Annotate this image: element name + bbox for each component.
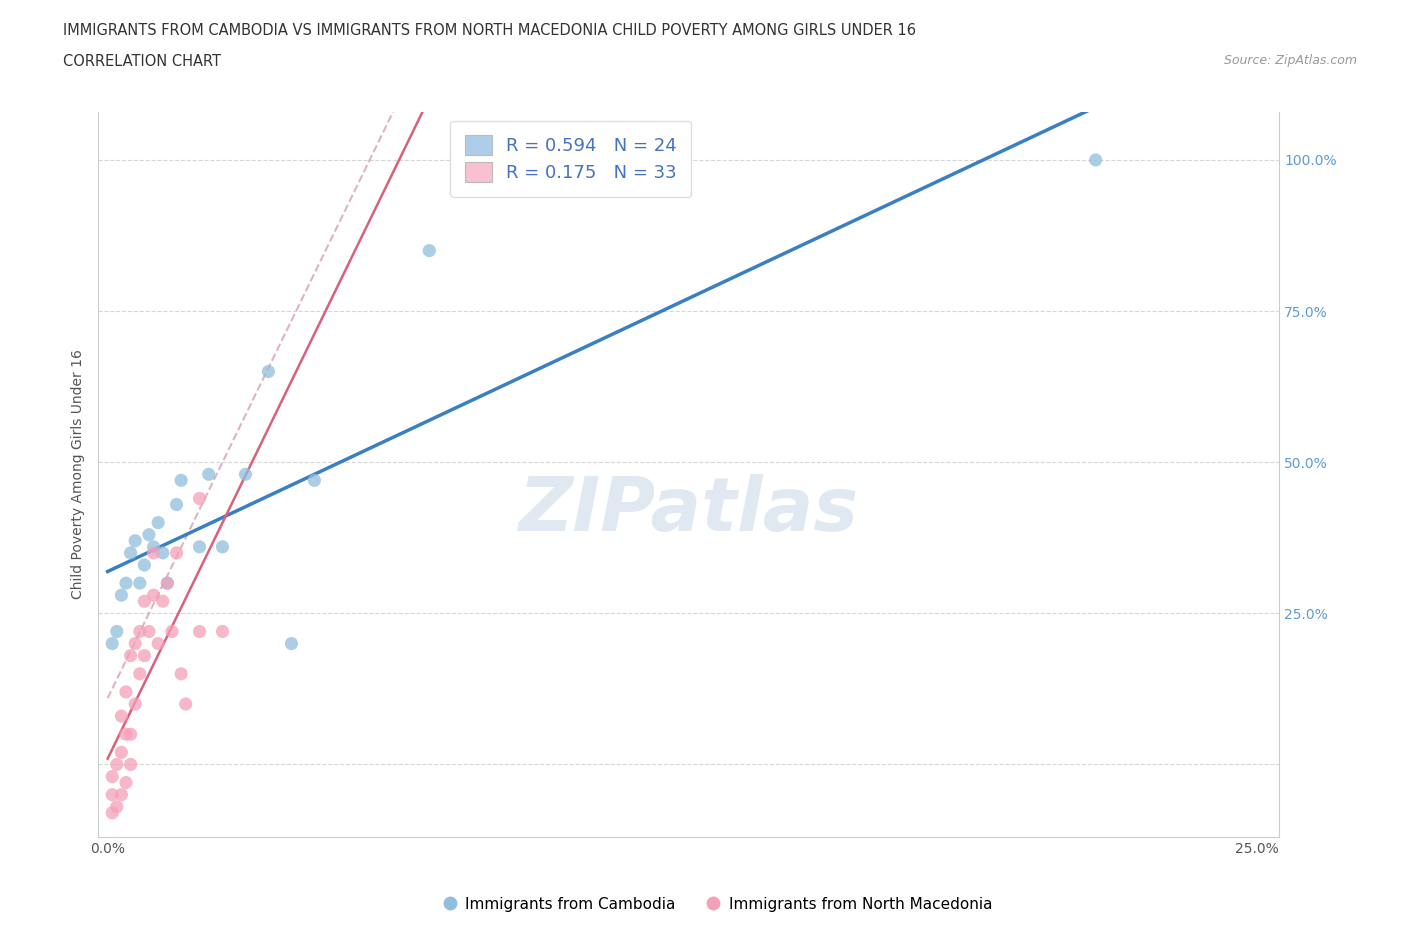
Text: CORRELATION CHART: CORRELATION CHART: [63, 54, 221, 69]
Text: IMMIGRANTS FROM CAMBODIA VS IMMIGRANTS FROM NORTH MACEDONIA CHILD POVERTY AMONG : IMMIGRANTS FROM CAMBODIA VS IMMIGRANTS F…: [63, 23, 917, 38]
Point: [101, 636, 124, 651]
Point: [110, 709, 132, 724]
Point: [146, 636, 169, 651]
Point: [128, 624, 150, 639]
Text: ZIPatlas: ZIPatlas: [519, 474, 859, 547]
Point: [170, 473, 193, 488]
Point: [138, 624, 160, 639]
Text: Source: ZipAtlas.com: Source: ZipAtlas.com: [1223, 54, 1357, 67]
Point: [134, 648, 156, 663]
Point: [156, 576, 179, 591]
Point: [101, 769, 124, 784]
Point: [120, 757, 142, 772]
Point: [134, 594, 156, 609]
Point: [152, 545, 174, 560]
Point: [105, 624, 128, 639]
Point: [156, 576, 179, 591]
Point: [1084, 153, 1107, 167]
Point: [115, 576, 138, 591]
Point: [128, 576, 150, 591]
Legend: Immigrants from Cambodia, Immigrants from North Macedonia: Immigrants from Cambodia, Immigrants fro…: [436, 891, 998, 918]
Point: [174, 697, 197, 711]
Point: [115, 727, 138, 742]
Point: [110, 745, 132, 760]
Point: [105, 757, 128, 772]
Point: [304, 473, 326, 488]
Point: [170, 666, 193, 681]
Point: [166, 498, 188, 512]
Point: [142, 539, 165, 554]
Point: [188, 491, 211, 506]
Point: [115, 776, 138, 790]
Y-axis label: Child Poverty Among Girls Under 16: Child Poverty Among Girls Under 16: [70, 350, 84, 599]
Point: [134, 558, 156, 573]
Point: [110, 588, 132, 603]
Point: [101, 805, 124, 820]
Point: [235, 467, 257, 482]
Point: [120, 648, 142, 663]
Point: [166, 545, 188, 560]
Point: [197, 467, 219, 482]
Point: [211, 624, 233, 639]
Point: [142, 588, 165, 603]
Point: [105, 799, 128, 815]
Point: [110, 787, 132, 802]
Point: [124, 636, 146, 651]
Point: [115, 684, 138, 699]
Point: [280, 636, 302, 651]
Point: [418, 244, 440, 259]
Point: [188, 539, 211, 554]
Point: [160, 624, 183, 639]
Legend: R = 0.594   N = 24, R = 0.175   N = 33: R = 0.594 N = 24, R = 0.175 N = 33: [450, 121, 692, 196]
Point: [101, 787, 124, 802]
Point: [120, 545, 142, 560]
Point: [211, 539, 233, 554]
Point: [124, 534, 146, 549]
Point: [146, 515, 169, 530]
Point: [138, 527, 160, 542]
Point: [152, 594, 174, 609]
Point: [142, 545, 165, 560]
Point: [120, 727, 142, 742]
Point: [257, 365, 280, 379]
Point: [128, 666, 150, 681]
Point: [188, 624, 211, 639]
Point: [124, 697, 146, 711]
